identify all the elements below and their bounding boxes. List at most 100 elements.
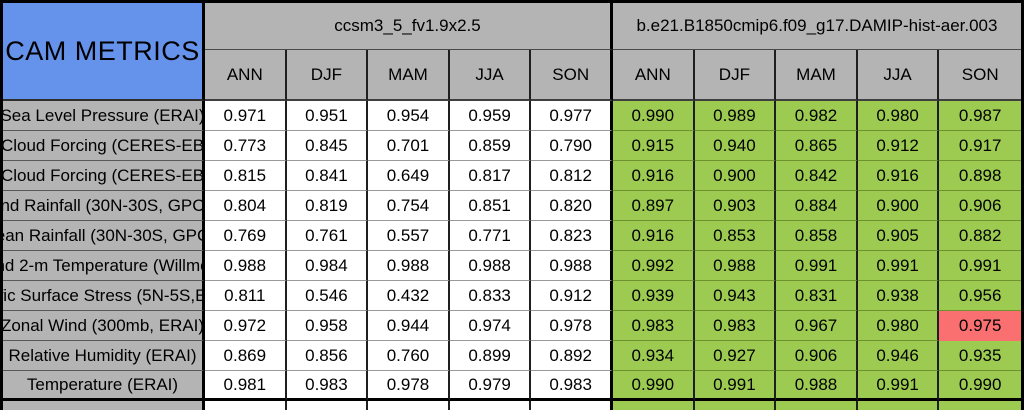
metric-value-cell: 0.900 [857, 191, 940, 221]
metric-value-cell: 0.982 [776, 101, 858, 131]
metric-value-cell: 0.912 [857, 131, 940, 161]
metric-value-cell: 0.980 [857, 101, 940, 131]
season-header: MAM [368, 50, 450, 101]
metric-value-cell: 0.869 [205, 341, 287, 371]
metric-row-label: Cloud Forcing (CERES-EB [3, 161, 205, 191]
model-header-2: b.e21.B1850cmip6.f09_g17.DAMIP-hist-aer.… [612, 3, 1021, 50]
metric-value-cell: 0.978 [368, 371, 450, 401]
metric-value-cell: 0.980 [857, 311, 940, 341]
metric-value-cell: 0.811 [205, 281, 287, 311]
metric-value-cell: 0.649 [368, 161, 450, 191]
metric-value-cell: 0.991 [776, 251, 858, 281]
metric-value-cell: 0.991 [939, 251, 1021, 281]
metric-value-cell: 0.892 [531, 341, 613, 371]
partial-row-cell [694, 401, 777, 410]
metric-value-cell: 0.940 [694, 131, 777, 161]
metric-value-cell: 0.546 [286, 281, 369, 311]
metric-value-cell: 0.823 [531, 221, 613, 251]
partial-row-cell [3, 401, 205, 410]
metric-value-cell: 0.983 [612, 311, 695, 341]
metric-value-cell: 0.988 [694, 251, 777, 281]
partial-row-cell [776, 401, 858, 410]
metric-value-cell: 0.939 [612, 281, 695, 311]
partial-row-cell [205, 401, 287, 410]
season-header: SON [939, 50, 1021, 101]
metric-row-label: nd 2-m Temperature (Willmo [3, 251, 205, 281]
season-header: DJF [286, 50, 369, 101]
season-header: ANN [205, 50, 287, 101]
metric-row-label: nd Rainfall (30N-30S, GPC [3, 191, 205, 221]
metric-value-cell: 0.557 [368, 221, 450, 251]
metric-value-cell: 0.897 [612, 191, 695, 221]
metric-value-cell: 0.990 [612, 101, 695, 131]
metric-value-cell: 0.701 [368, 131, 450, 161]
metric-value-cell: 0.988 [205, 251, 287, 281]
metric-value-cell: 0.771 [449, 221, 532, 251]
metric-row-label: Temperature (ERAI) [3, 371, 205, 401]
metric-value-cell: 0.916 [612, 161, 695, 191]
table-title: CAM METRICS [3, 3, 205, 101]
metric-value-cell: 0.882 [939, 221, 1021, 251]
metric-value-cell: 0.916 [857, 161, 940, 191]
metric-value-cell: 0.842 [776, 161, 858, 191]
metric-row-label: Zonal Wind (300mb, ERAI) [3, 311, 205, 341]
metric-value-cell: 0.851 [449, 191, 532, 221]
metric-value-cell: 0.903 [694, 191, 777, 221]
metric-value-cell: 0.935 [939, 341, 1021, 371]
metric-value-cell: 0.761 [286, 221, 369, 251]
partial-row-cell [368, 401, 450, 410]
metric-value-cell: 0.915 [612, 131, 695, 161]
metric-row-label: ean Rainfall (30N-30S, GPC [3, 221, 205, 251]
partial-row-cell [286, 401, 369, 410]
metric-value-cell: 0.983 [694, 311, 777, 341]
metric-value-cell: 0.916 [612, 221, 695, 251]
metric-value-cell: 0.943 [694, 281, 777, 311]
metric-value-cell: 0.769 [205, 221, 287, 251]
metric-value-cell: 0.432 [368, 281, 450, 311]
metric-value-cell: 0.858 [776, 221, 858, 251]
metric-value-cell: 0.971 [205, 101, 287, 131]
metric-value-cell: 0.820 [531, 191, 613, 221]
metric-value-cell: 0.754 [368, 191, 450, 221]
metric-value-cell: 0.988 [368, 251, 450, 281]
metric-value-cell: 0.859 [449, 131, 532, 161]
metric-value-cell: 0.992 [612, 251, 695, 281]
metric-row-label: Relative Humidity (ERAI) [3, 341, 205, 371]
metric-value-cell: 0.899 [449, 341, 532, 371]
metric-value-cell: 0.898 [939, 161, 1021, 191]
metric-value-cell: 0.988 [776, 371, 858, 401]
flagged-metric-value-cell: 0.975 [939, 311, 1021, 341]
metric-value-cell: 0.938 [857, 281, 940, 311]
metric-value-cell: 0.989 [694, 101, 777, 131]
metric-value-cell: 0.804 [205, 191, 287, 221]
metric-value-cell: 0.967 [776, 311, 858, 341]
metric-value-cell: 0.906 [776, 341, 858, 371]
metric-value-cell: 0.974 [449, 311, 532, 341]
metric-value-cell: 0.972 [205, 311, 287, 341]
metric-value-cell: 0.978 [531, 311, 613, 341]
season-header: ANN [612, 50, 695, 101]
metric-value-cell: 0.988 [449, 251, 532, 281]
metric-value-cell: 0.900 [694, 161, 777, 191]
metric-row-label: Sea Level Pressure (ERAI) [3, 101, 205, 131]
season-header: SON [531, 50, 613, 101]
metric-value-cell: 0.990 [939, 371, 1021, 401]
metric-value-cell: 0.944 [368, 311, 450, 341]
metric-value-cell: 0.845 [286, 131, 369, 161]
metric-value-cell: 0.956 [939, 281, 1021, 311]
season-header: JJA [857, 50, 940, 101]
metric-value-cell: 0.884 [776, 191, 858, 221]
metric-value-cell: 0.917 [939, 131, 1021, 161]
partial-row-cell [612, 401, 695, 410]
metric-value-cell: 0.979 [449, 371, 532, 401]
season-header: MAM [776, 50, 858, 101]
metric-value-cell: 0.815 [205, 161, 287, 191]
metric-value-cell: 0.831 [776, 281, 858, 311]
metric-value-cell: 0.984 [286, 251, 369, 281]
metric-value-cell: 0.817 [449, 161, 532, 191]
metric-value-cell: 0.983 [531, 371, 613, 401]
metric-value-cell: 0.959 [449, 101, 532, 131]
metric-value-cell: 0.912 [531, 281, 613, 311]
metric-value-cell: 0.983 [286, 371, 369, 401]
partial-row-cell [857, 401, 940, 410]
